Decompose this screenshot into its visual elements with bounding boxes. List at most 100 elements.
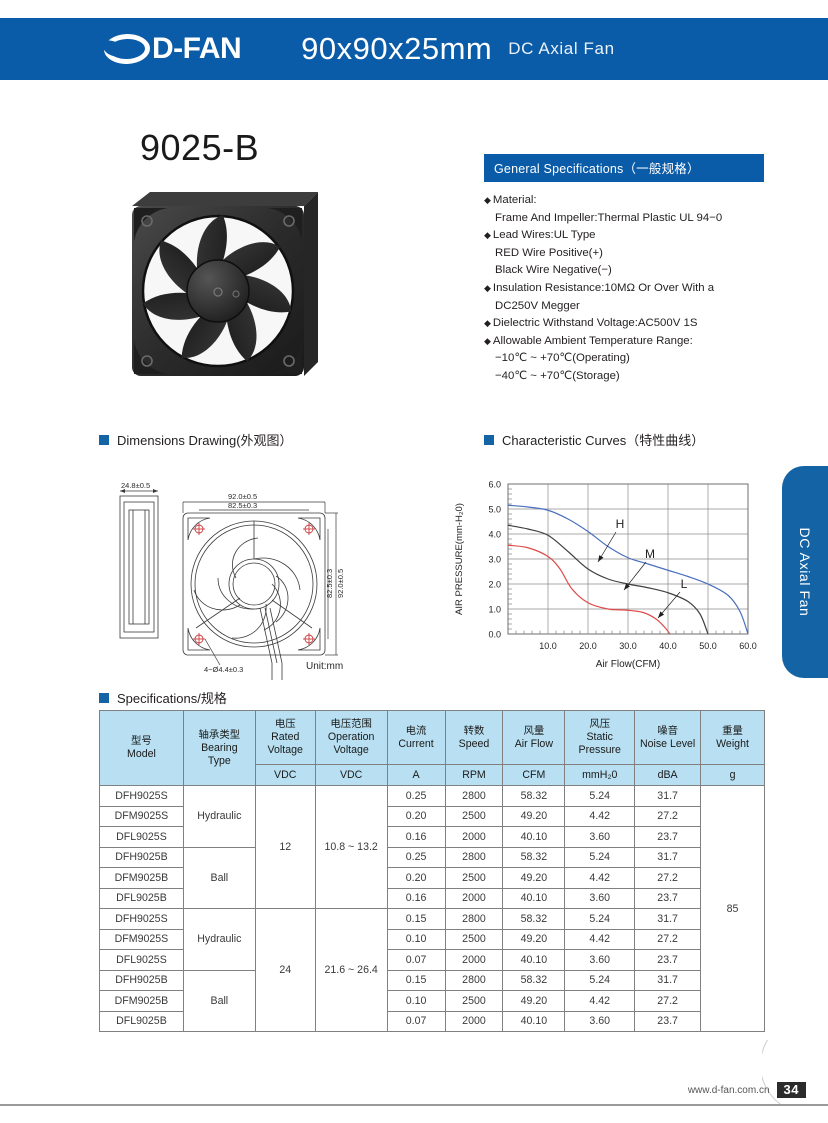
page-title: 9025-B xyxy=(140,127,260,168)
dim-holes-label: 4−Ø4.4±0.3 xyxy=(204,665,243,674)
square-bullet-icon xyxy=(99,434,109,445)
brand-logo: D-FAN xyxy=(103,32,242,66)
cell-bearing-type: Ball xyxy=(182,846,256,909)
cell-noise-level: 31.7 xyxy=(634,785,702,807)
cell-static-pressure: 3.60 xyxy=(564,887,636,909)
col-model: 型号 Model xyxy=(99,710,184,786)
cell-static-pressure: 5.24 xyxy=(564,908,636,930)
y-tick-label: 3.0 xyxy=(488,554,501,564)
y-tick-label: 2.0 xyxy=(488,579,501,589)
x-axis-label: Air Flow(CFM) xyxy=(596,659,660,670)
cell-speed: 2800 xyxy=(444,908,504,930)
unit-note: Unit:mm xyxy=(306,661,343,672)
cell-model: DFL9025B xyxy=(99,887,184,909)
cell-noise-level: 27.2 xyxy=(634,867,702,889)
ellipse-logo-icon xyxy=(103,33,151,65)
product-photo xyxy=(132,192,318,376)
cell-air-flow: 58.32 xyxy=(502,969,566,991)
dim-width-hole-label: 82.5±0.3 xyxy=(228,501,257,510)
table-row: DFL9025B 0.07 2000 40.10 3.60 23.7 xyxy=(99,1010,765,1032)
cell-weight: 85 xyxy=(700,785,765,1032)
cell-model: DFM9025B xyxy=(99,867,184,889)
spec-line: DC250V Megger xyxy=(495,299,580,312)
cell-speed: 2000 xyxy=(444,949,504,971)
y-axis-label: AIR PRESSURE(mm-H₂0) xyxy=(454,503,465,615)
dimensions-drawing: 24.8±0.5 92.0±0.5 82.5±0.3 82.5±0.3 92.0… xyxy=(119,481,345,680)
cell-speed: 2800 xyxy=(444,969,504,991)
section-heading-curves: Characteristic Curves（特性曲线） xyxy=(484,430,704,449)
spec-line: Frame And Impeller:Thermal Plastic UL 94… xyxy=(495,211,723,224)
unit-static-pressure: mmH₂0 xyxy=(564,764,636,786)
cell-air-flow: 49.20 xyxy=(502,928,566,950)
cell-bearing-type: Ball xyxy=(182,969,256,1032)
col-static-pressure: 风压 Static Pressure xyxy=(564,710,636,765)
curve-annotation-h: H xyxy=(616,517,625,531)
cell-air-flow: 40.10 xyxy=(502,826,566,848)
cell-static-pressure: 5.24 xyxy=(564,785,636,807)
cell-model: DFM9025B xyxy=(99,990,184,1012)
characteristic-curves-chart: 0.0 1.0 2.0 3.0 4.0 5.0 6.0 10.0 20.0 30.0 40.0 50.… xyxy=(454,479,757,670)
cell-air-flow: 49.20 xyxy=(502,990,566,1012)
cell-speed: 2500 xyxy=(444,928,504,950)
section-heading-dimensions: Dimensions Drawing(外观图） xyxy=(99,430,293,449)
cell-static-pressure: 5.24 xyxy=(564,846,636,868)
table-row: DFH9025S Hydraulic 24 21.6 ~ 26.4 0.15 2800 58… xyxy=(99,908,765,1032)
col-weight: 重量 Weight xyxy=(700,710,765,765)
cell-static-pressure: 3.60 xyxy=(564,1010,636,1032)
cell-current: 0.16 xyxy=(386,887,446,909)
section-heading-label: Dimensions Drawing(外观图） xyxy=(117,433,293,448)
col-air-flow: 风量 Air Flow xyxy=(502,710,566,765)
cell-static-pressure: 4.42 xyxy=(564,990,636,1012)
cell-noise-level: 27.2 xyxy=(634,928,702,950)
curve-l xyxy=(507,544,671,635)
cell-current: 0.10 xyxy=(386,990,446,1012)
x-tick-label: 30.0 xyxy=(619,641,637,651)
section-heading-label: Characteristic Curves（特性曲线） xyxy=(502,433,705,448)
cell-speed: 2800 xyxy=(444,846,504,868)
unit-rated-voltage: VDC xyxy=(254,764,316,786)
square-bullet-icon xyxy=(99,692,109,703)
diamond-bullet-icon: ◆ xyxy=(484,318,491,329)
cell-bearing-type: Hydraulic xyxy=(182,785,256,848)
spec-line: −10℃ ~ +70℃(Operating) xyxy=(495,352,630,365)
cell-air-flow: 49.20 xyxy=(502,805,566,827)
table-row: DFM9025S 0.20 2500 49.20 4.42 27.2 xyxy=(99,805,765,827)
cell-current: 0.15 xyxy=(386,908,446,930)
spec-line: Allowable Ambient Temperature Range: xyxy=(492,334,693,347)
col-noise-level: 噪音 Noise Level xyxy=(634,710,702,765)
x-tick-label: 50.0 xyxy=(699,641,717,651)
cell-air-flow: 58.32 xyxy=(502,908,566,930)
cell-noise-level: 31.7 xyxy=(634,908,702,930)
col-operation-voltage: 电压范围 Operation Voltage xyxy=(314,710,388,765)
cell-static-pressure: 5.24 xyxy=(564,969,636,991)
curve-annotation-m: M xyxy=(645,547,655,561)
cell-current: 0.20 xyxy=(386,867,446,889)
cell-current: 0.25 xyxy=(386,846,446,868)
table-row: DFH9025B Ball 0.25 2800 58.32 5.24 31.7 xyxy=(99,846,765,909)
x-tick-label: 60.0 xyxy=(739,641,757,651)
dim-height-hole-label: 82.5±0.3 xyxy=(325,569,334,598)
cell-static-pressure: 3.60 xyxy=(564,826,636,848)
y-tick-label: 1.0 xyxy=(488,604,501,614)
y-tick-label: 6.0 xyxy=(488,479,501,489)
y-tick-label: 0.0 xyxy=(488,629,501,639)
unit-air-flow: CFM xyxy=(502,764,566,786)
cell-rated-voltage: 12 xyxy=(254,785,316,909)
cell-model: DFL9025B xyxy=(99,1010,184,1032)
side-tab-label: DC Axial Fan xyxy=(797,527,813,617)
diamond-bullet-icon: ◆ xyxy=(484,230,491,241)
diamond-bullet-icon: ◆ xyxy=(484,282,491,293)
cell-air-flow: 40.10 xyxy=(502,949,566,971)
curve-annotation-l: L xyxy=(681,577,688,591)
cell-noise-level: 23.7 xyxy=(634,949,702,971)
side-tab-dc-axial-fan: DC Axial Fan xyxy=(782,466,828,678)
section-heading-specifications: Specifications/规格 xyxy=(99,688,227,707)
y-tick-label: 4.0 xyxy=(488,529,501,539)
x-tick-label: 40.0 xyxy=(659,641,677,651)
specifications-table: 型号 Model 轴承类型 Bearing Type 电压 Rated Voltage 电… xyxy=(99,710,765,1032)
table-header: 型号 Model 轴承类型 Bearing Type 电压 Rated Voltage 电… xyxy=(99,710,765,786)
cell-air-flow: 49.20 xyxy=(502,867,566,889)
table-row: DFH9025S Hydraulic 12 10.8 ~ 13.2 0.25 2800 58… xyxy=(99,785,765,1032)
cell-noise-level: 31.7 xyxy=(634,846,702,868)
